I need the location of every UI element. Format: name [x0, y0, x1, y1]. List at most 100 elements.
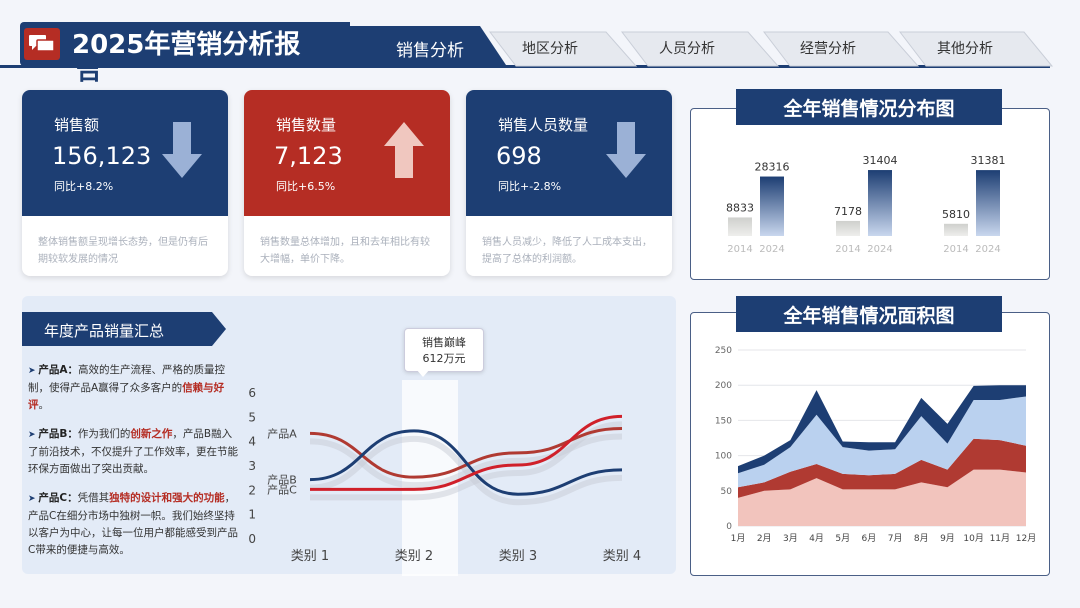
series-line-2	[309, 429, 623, 496]
series-label: 产品A	[267, 426, 297, 440]
bullet-arrow-icon: ➤	[28, 430, 39, 440]
tab-1[interactable]: 销售分析	[396, 40, 464, 61]
area-series-3	[738, 396, 1026, 488]
x-tick-label: 类别 4	[603, 549, 641, 564]
tab-5[interactable]: 其他分析	[937, 41, 993, 57]
series-line-3	[310, 414, 623, 491]
peak-callout: 销售巅峰 612万元	[404, 328, 484, 372]
y-tick-label: 250	[715, 346, 732, 356]
tab-strip	[346, 26, 1054, 68]
y-tick-label: 0	[248, 532, 256, 546]
arrow-up-icon	[384, 122, 424, 178]
kpi-yoy: 同比+8.2%	[54, 180, 114, 193]
product-text: 。	[38, 399, 50, 411]
product-item: ➤ 产品A：高效的生产流程、严格的质量控制，使得产品A赢得了众多客户的信赖与好评…	[28, 362, 242, 414]
kpi-card: 销售额 156,123 同比+8.2% 整体销售额呈现增长态势，但是仍有后期较软…	[22, 90, 228, 276]
x-tick-label: 6月	[862, 533, 877, 544]
area-series-1	[738, 469, 1026, 526]
y-tick-label: 6	[248, 386, 256, 400]
product-text: 独特的设计和强大的功能	[109, 492, 225, 504]
kpi-card-header	[22, 90, 228, 216]
kpi-value: 7,123	[274, 142, 343, 170]
x-tick-label: 10月	[963, 533, 983, 544]
kpi-label: 销售额	[54, 116, 100, 134]
arrow-down-icon	[606, 122, 646, 178]
y-tick-label: 100	[715, 452, 732, 462]
bar	[976, 170, 1000, 236]
tab-4[interactable]: 经营分析	[800, 41, 856, 57]
bar	[868, 170, 892, 236]
bar	[836, 220, 860, 236]
x-tick-label: 类别 1	[291, 549, 329, 564]
kpi-card-header	[466, 90, 672, 216]
x-tick-label: 4月	[809, 533, 824, 544]
product-item: ➤ 产品C：凭借其独特的设计和强大的功能，产品C在细分市场中独树一帜。我们始终坚…	[28, 490, 242, 559]
kpi-yoy: 同比+-2.8%	[498, 180, 562, 193]
bullet-arrow-icon: ➤	[28, 366, 39, 376]
x-tick-label: 8月	[914, 533, 929, 544]
product-text: 信赖与好评	[28, 382, 225, 411]
series-shadow	[309, 421, 623, 501]
page-title-overflow-text: 告	[76, 68, 98, 86]
x-tick-label: 2024	[975, 244, 1000, 255]
y-tick-label: 0	[726, 522, 732, 532]
product-text: 创新之作	[130, 428, 173, 440]
bar-value-label: 31381	[971, 154, 1006, 167]
product-name: 产品B：	[38, 428, 78, 440]
kpi-label: 销售数量	[276, 116, 337, 134]
bar-value-label: 28316	[755, 161, 790, 174]
series-label: 产品C	[267, 482, 297, 496]
x-tick-label: 2014	[727, 244, 752, 255]
kpi-value: 698	[496, 142, 542, 170]
kpi-value: 156,123	[52, 142, 152, 170]
y-tick-label: 2	[248, 483, 256, 497]
bar-value-label: 7178	[834, 205, 862, 218]
x-tick-label: 类别 3	[499, 549, 537, 564]
area-series-2	[738, 438, 1026, 498]
x-tick-label: 2024	[759, 244, 784, 255]
product-text: 作为我们的	[77, 428, 131, 440]
bar	[760, 176, 784, 236]
product-title: 年度产品销量汇总	[44, 322, 165, 340]
area-series-4	[738, 385, 1026, 474]
x-tick-label: 7月	[888, 533, 903, 544]
area-title: 全年销售情况面积图	[736, 296, 1002, 332]
x-tick-label: 12月	[1016, 533, 1036, 544]
distribution-chart: 8833 2014 28316 2024 7178 2014 31404 2024 5810 20…	[726, 154, 1006, 255]
peak-callout-pointer	[416, 369, 430, 377]
peak-label: 销售巅峰	[422, 336, 466, 349]
kpi-card: 销售数量 7,123 同比+6.5% 销售数量总体增加，且和去年相比有较大增幅，…	[244, 90, 450, 276]
product-title-bar	[22, 312, 226, 346]
x-tick-label: 2月	[757, 533, 772, 544]
tab-3[interactable]: 人员分析	[659, 41, 715, 57]
kpi-card: 销售人员数量 698 同比+-2.8% 销售人员减少，降低了人工成本支出，提高了…	[466, 90, 672, 276]
x-tick-label: 2024	[867, 244, 892, 255]
y-tick-label: 5	[248, 410, 256, 424]
x-tick-label: 1月	[731, 533, 746, 544]
peak-value: 612万元	[422, 352, 466, 365]
chat-icon	[24, 28, 60, 60]
y-tick-label: 50	[721, 487, 733, 497]
tab-2[interactable]: 地区分析	[522, 41, 578, 57]
arrow-down-icon	[162, 122, 202, 178]
kpi-card-header	[244, 90, 450, 216]
x-tick-label: 3月	[783, 533, 798, 544]
series-label: 产品B	[267, 473, 297, 487]
y-tick-label: 150	[715, 416, 732, 426]
bar-value-label: 8833	[726, 201, 754, 214]
y-tick-label: 200	[715, 381, 732, 391]
kpi-description: 销售数量总体增加，且和去年相比有较大增幅，单价下降。	[260, 237, 430, 265]
distribution-title: 全年销售情况分布图	[736, 89, 1002, 125]
kpi-description: 销售人员减少，降低了人工成本支出，提高了总体的利润额。	[482, 237, 652, 265]
kpi-yoy: 同比+6.5%	[276, 180, 336, 193]
product-text: ，产品C在细分市场中独树一帜。我们始终坚持以客户为中心，让每一位用户都能感受到产…	[28, 492, 238, 556]
x-tick-label: 类别 2	[395, 549, 433, 564]
product-name: 产品C：	[38, 492, 78, 504]
x-tick-label: 9月	[940, 533, 955, 544]
bullet-arrow-icon: ➤	[28, 494, 39, 504]
x-tick-label: 5月	[835, 533, 850, 544]
bar	[944, 223, 968, 236]
x-tick-label: 2014	[943, 244, 968, 255]
y-tick-label: 4	[248, 435, 256, 449]
